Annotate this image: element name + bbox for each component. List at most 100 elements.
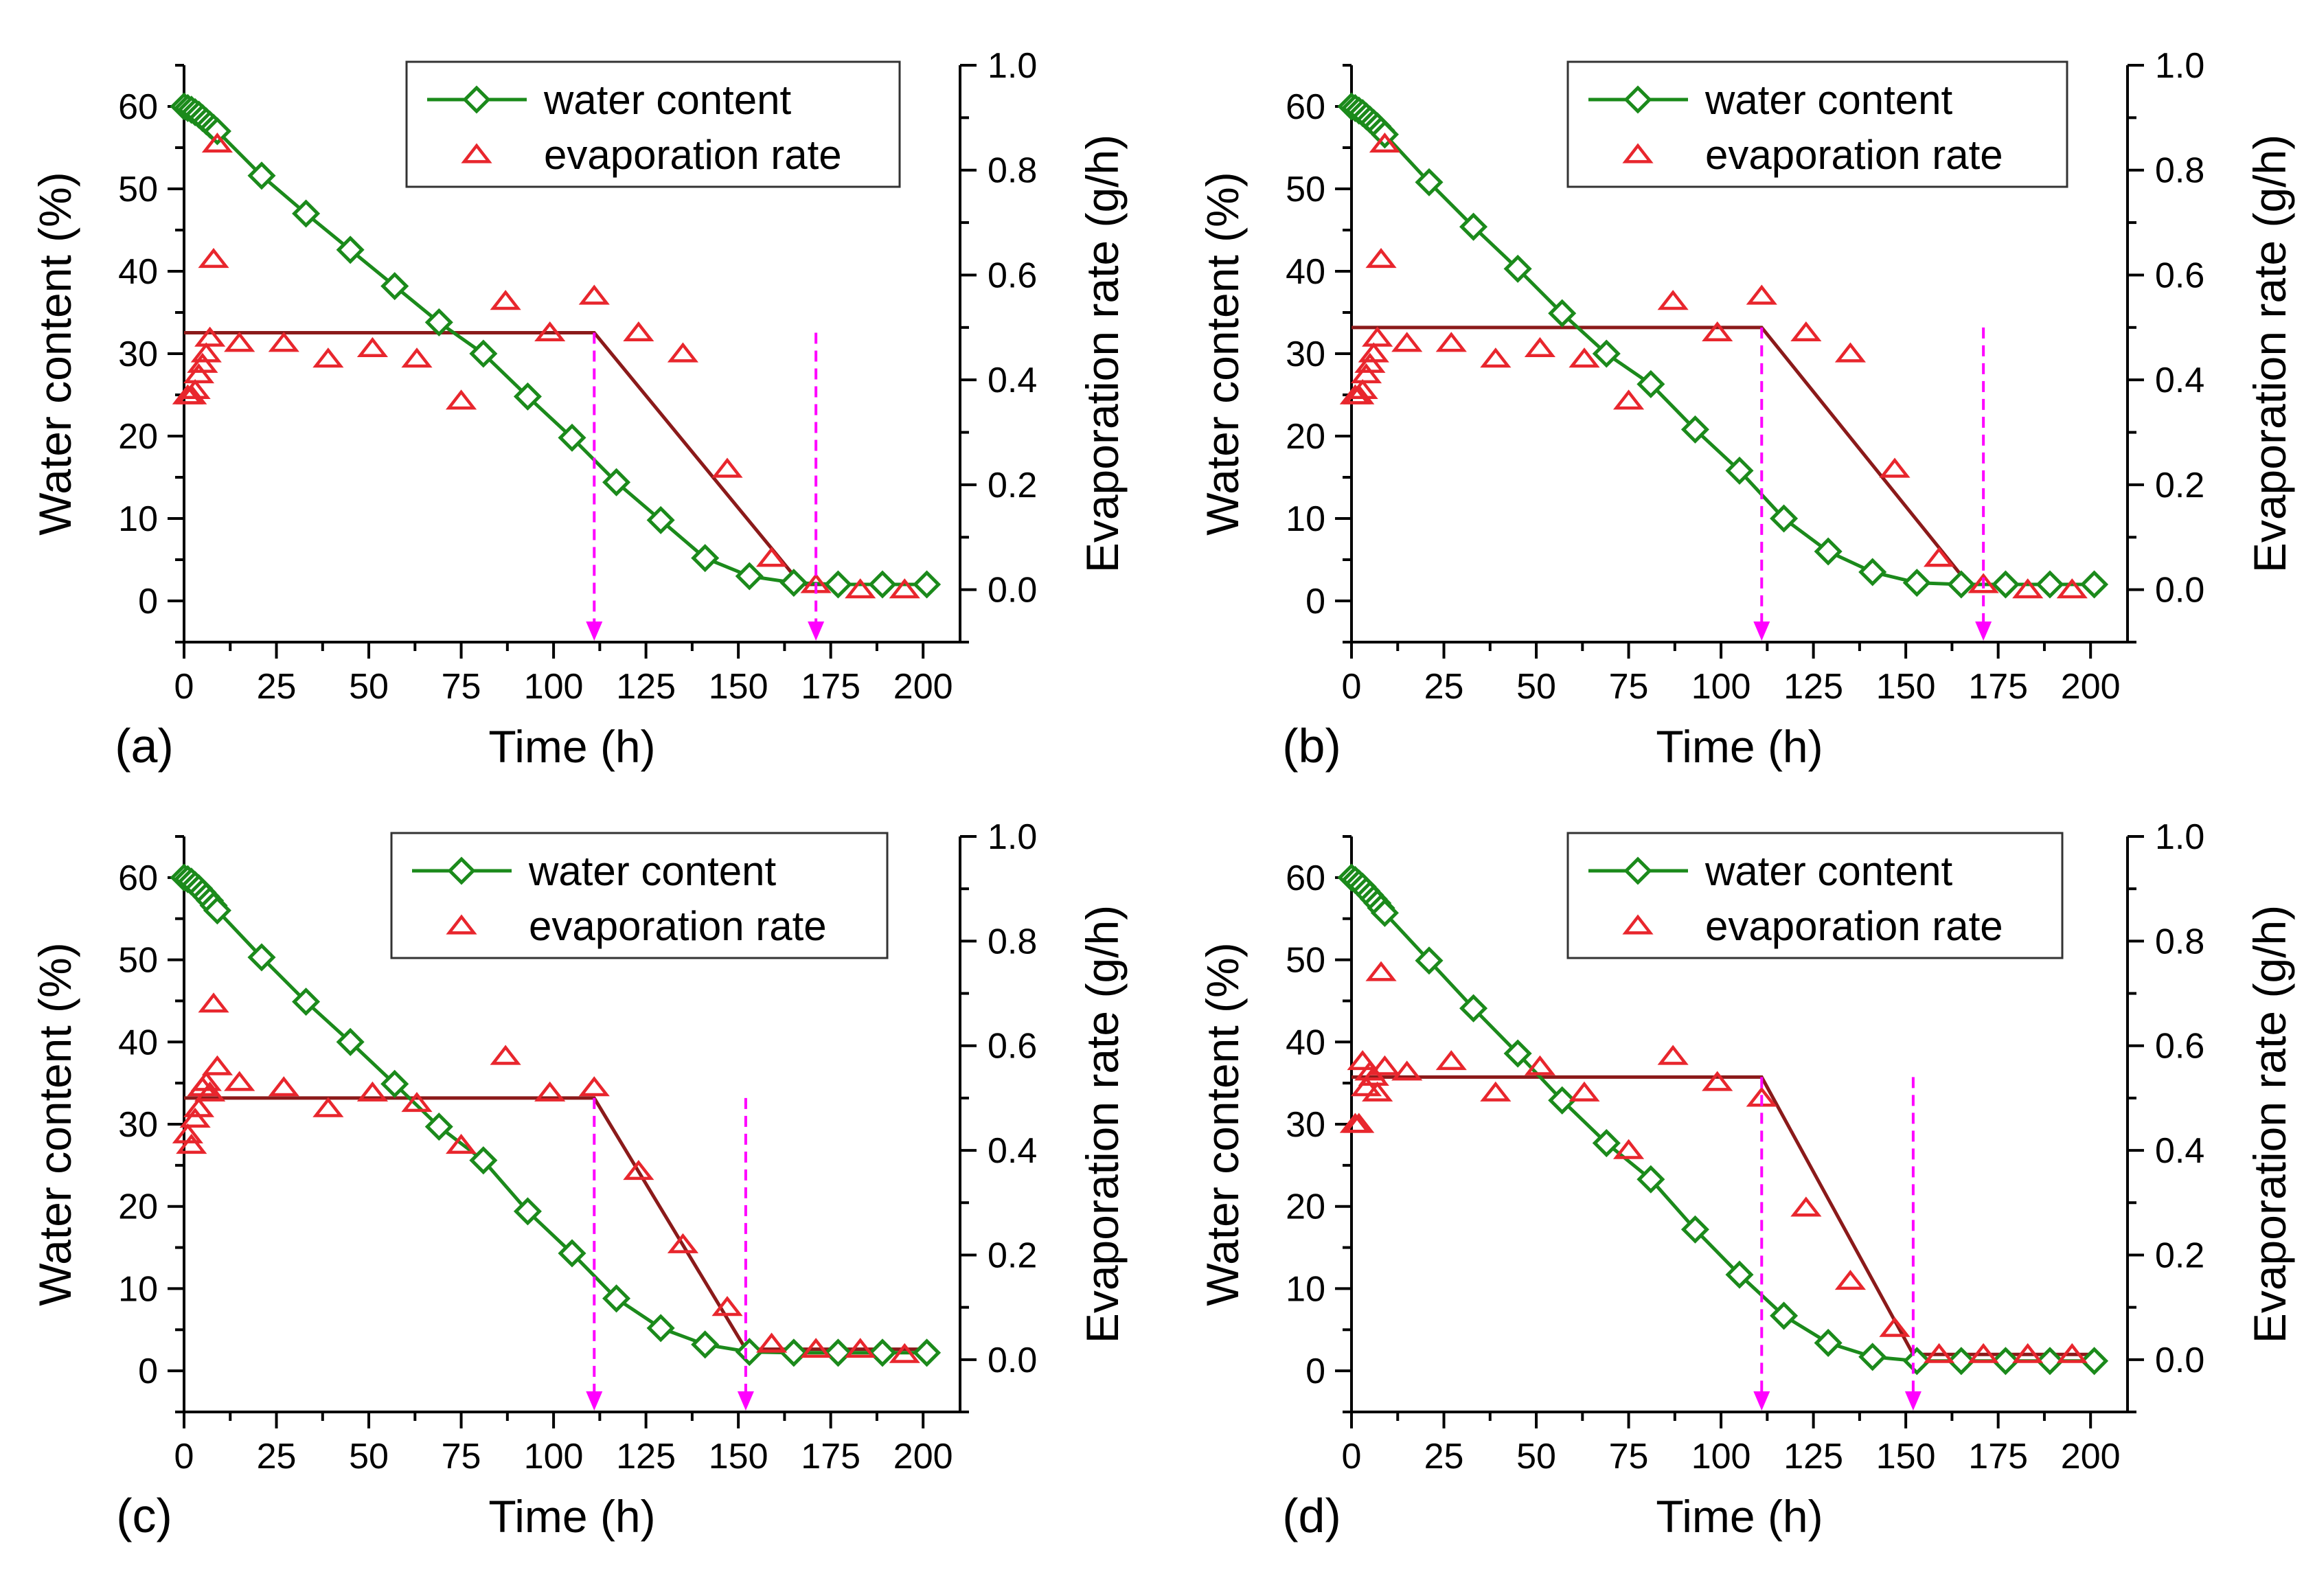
water-content-point bbox=[513, 382, 542, 411]
evaporation-rate-point bbox=[1569, 1081, 1600, 1102]
x-tick-label: 100 bbox=[524, 1437, 584, 1477]
evaporation-rate-point bbox=[1879, 1316, 1911, 1337]
y-axis-title: Water content (%) bbox=[30, 942, 80, 1306]
water-content-point bbox=[336, 236, 365, 264]
y2-tick-label: 0.4 bbox=[988, 1131, 1037, 1171]
y2-tick-label: 0.8 bbox=[988, 151, 1037, 191]
y2-tick-label: 0.2 bbox=[2155, 1235, 2204, 1275]
evaporation-rate-point bbox=[2012, 1343, 2044, 1363]
x-tick-label: 175 bbox=[1968, 1437, 2028, 1477]
y-tick-label: 0 bbox=[138, 582, 158, 622]
water-content-point bbox=[868, 570, 897, 599]
y2-tick-label: 0.2 bbox=[988, 466, 1037, 505]
y-axis-title: Water content (%) bbox=[1197, 172, 1248, 535]
y-tick-label: 60 bbox=[118, 858, 158, 898]
evaporation-rate-point bbox=[1968, 573, 1999, 593]
evaporation-rate-point bbox=[711, 1296, 743, 1316]
x-tick-label: 175 bbox=[801, 1437, 860, 1477]
water-content-point bbox=[1947, 1347, 1976, 1376]
x-tick-label: 50 bbox=[349, 667, 389, 707]
evaporation-rate-point bbox=[623, 321, 654, 342]
y-tick-label: 60 bbox=[1286, 87, 1325, 127]
evaporation-rate-point bbox=[1480, 347, 1512, 368]
y-tick-label: 40 bbox=[118, 252, 158, 292]
y2-axis-title: Evaporation rate (g/h) bbox=[2244, 135, 2295, 573]
water-content-point bbox=[469, 339, 498, 368]
x-tick-label: 100 bbox=[1691, 667, 1751, 707]
evaporation-rate-point bbox=[1362, 1081, 1393, 1102]
water-content-point bbox=[1770, 504, 1799, 533]
water-content-point bbox=[292, 199, 321, 228]
legend-water-content-label: water content bbox=[528, 848, 777, 894]
legend: water content evaporation rate bbox=[1566, 832, 2064, 959]
evaporation-rate-point bbox=[1923, 547, 1955, 567]
evaporation-rate-point bbox=[1362, 326, 1393, 347]
x-tick-label: 50 bbox=[1516, 1437, 1556, 1477]
evaporation-rate-point bbox=[183, 1097, 215, 1117]
evaporation-rate-point bbox=[1435, 1050, 1467, 1071]
evaporation-rate-point bbox=[1358, 342, 1389, 363]
evaporation-rate-point bbox=[356, 337, 389, 357]
y2-tick-label: 0.0 bbox=[988, 571, 1037, 611]
evaporation-rate-point bbox=[201, 1055, 233, 1075]
evaporation-rate-point bbox=[198, 248, 229, 269]
water-content-point bbox=[2080, 1347, 2109, 1376]
y-tick-label: 30 bbox=[118, 1105, 158, 1145]
y-tick-label: 20 bbox=[118, 1187, 158, 1227]
water-content-point bbox=[1592, 1128, 1621, 1158]
water-content-point bbox=[1902, 569, 1931, 597]
evaporation-rate-point bbox=[1968, 1343, 1999, 1363]
y-tick-label: 50 bbox=[118, 941, 158, 981]
y2-tick-label: 1.0 bbox=[988, 817, 1037, 857]
water-content-point bbox=[2080, 570, 2109, 599]
evaporation-rate-point bbox=[1347, 1050, 1378, 1071]
fit-line bbox=[184, 330, 924, 586]
water-content-point bbox=[1370, 898, 1399, 927]
evaporation-rate-point bbox=[490, 1045, 521, 1065]
water-content-point bbox=[469, 1146, 498, 1175]
y-tick-label: 40 bbox=[1286, 252, 1325, 292]
water-content-point bbox=[1858, 1343, 1887, 1371]
x-tick-label: 75 bbox=[442, 667, 481, 707]
fit-line bbox=[184, 1096, 924, 1352]
stage-marker-arrow bbox=[808, 622, 825, 641]
evaporation-rate-point bbox=[889, 578, 920, 599]
evaporation-rate-point bbox=[2012, 578, 2044, 599]
water-content-point bbox=[1592, 339, 1621, 368]
x-tick-label: 0 bbox=[174, 667, 194, 707]
y-tick-label: 0 bbox=[1305, 1352, 1325, 1391]
legend-box bbox=[1566, 832, 2064, 959]
y2-axis-title: Evaporation rate (g/h) bbox=[1077, 905, 1128, 1343]
x-tick-label: 175 bbox=[1968, 667, 2028, 707]
y-tick-label: 0 bbox=[1305, 582, 1325, 622]
evaporation-rate-point bbox=[1391, 332, 1423, 352]
legend-evaporation-rate-marker bbox=[1622, 914, 1654, 935]
x-tick-label: 150 bbox=[1876, 1437, 1936, 1477]
evaporation-rate-point bbox=[800, 1338, 832, 1358]
y2-tick-label: 0.6 bbox=[988, 1027, 1037, 1067]
stage-marker-arrow bbox=[737, 1391, 754, 1411]
water-content-point bbox=[1902, 1347, 1931, 1376]
evaporation-rate-point bbox=[1702, 1071, 1733, 1091]
evaporation-rate-point bbox=[2056, 578, 2088, 599]
legend-water-content-marker bbox=[447, 856, 476, 885]
evaporation-rate-point bbox=[201, 133, 233, 153]
y-tick-label: 60 bbox=[118, 87, 158, 127]
x-tick-label: 75 bbox=[1609, 1437, 1649, 1477]
y-tick-label: 50 bbox=[1286, 941, 1325, 981]
water-content-point bbox=[203, 896, 231, 925]
water-content-point bbox=[380, 272, 409, 301]
y2-tick-label: 0.2 bbox=[988, 1235, 1037, 1275]
x-tick-label: 200 bbox=[2061, 667, 2121, 707]
y2-tick-label: 0.8 bbox=[2155, 151, 2204, 191]
legend-evaporation-rate-marker bbox=[446, 914, 477, 935]
x-tick-label: 50 bbox=[349, 1437, 389, 1477]
water-content-point bbox=[424, 308, 453, 337]
y-tick-label: 30 bbox=[1286, 334, 1325, 374]
evaporation-rate-point bbox=[194, 326, 226, 347]
x-tick-label: 25 bbox=[1424, 667, 1464, 707]
water-content-point bbox=[1947, 570, 1976, 599]
stage-marker-arrow bbox=[586, 622, 603, 641]
evaporation-rate-point bbox=[534, 1081, 566, 1102]
